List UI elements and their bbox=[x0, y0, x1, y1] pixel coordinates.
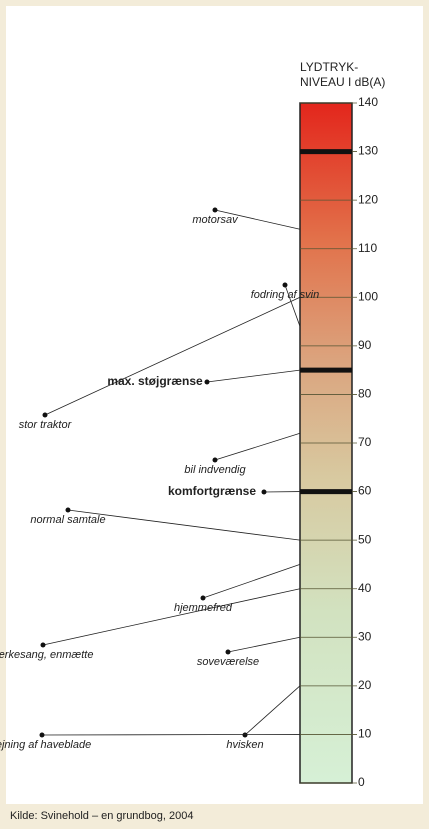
leader-dot bbox=[213, 458, 218, 463]
y-tick-label: 30 bbox=[358, 629, 372, 643]
leader-dot bbox=[283, 283, 288, 288]
leader-line bbox=[42, 734, 300, 735]
y-tick-label: 120 bbox=[358, 192, 378, 206]
y-tick-label: 10 bbox=[358, 727, 372, 741]
y-tick-label: 20 bbox=[358, 678, 372, 692]
source: Kilde: Svinehold – en grundbog, 2004 bbox=[10, 810, 193, 822]
y-tick-label: 50 bbox=[358, 532, 372, 546]
annotation-label: fejning af haveblade bbox=[0, 739, 91, 751]
annotation-label: bil indvendig bbox=[184, 464, 246, 476]
y-tick-label: 40 bbox=[358, 581, 372, 595]
y-tick-label: 100 bbox=[358, 289, 378, 303]
y-tick-label: 130 bbox=[358, 144, 378, 158]
y-tick-label: 90 bbox=[358, 338, 372, 352]
annotation-label: max. støjgrænse bbox=[107, 374, 203, 388]
annotation-label: stor traktor bbox=[19, 419, 73, 431]
page: LYDTRYK- NIVEAU I dB(A) Kilde: Svinehold… bbox=[0, 0, 429, 824]
annotation-label: hjemmefred bbox=[174, 602, 233, 614]
y-tick-label: 60 bbox=[358, 484, 372, 498]
annotation-label: komfortgrænse bbox=[168, 484, 256, 498]
title-line: LYDTRYK- bbox=[300, 60, 358, 74]
annotation-label: lærkesang, enmætte bbox=[0, 649, 93, 661]
leader-dot bbox=[226, 650, 231, 655]
leader-dot bbox=[40, 733, 45, 738]
leader-dot bbox=[43, 413, 48, 418]
annotation-label: motorsav bbox=[192, 214, 239, 226]
leader-dot bbox=[262, 490, 267, 495]
leader-dot bbox=[201, 596, 206, 601]
leader-dot bbox=[66, 508, 71, 513]
title-line: NIVEAU I dB(A) bbox=[300, 75, 385, 89]
y-tick-label: 140 bbox=[358, 95, 378, 109]
chart: LYDTRYK- NIVEAU I dB(A) Kilde: Svinehold… bbox=[0, 0, 429, 824]
leader-dot bbox=[213, 208, 218, 213]
leader-dot bbox=[41, 643, 46, 648]
y-tick-label: 110 bbox=[358, 241, 377, 255]
annotation-label: hvisken bbox=[226, 739, 263, 751]
y-tick-label: 70 bbox=[358, 435, 372, 449]
annotation-label: normal samtale bbox=[30, 514, 105, 526]
leader-dot bbox=[205, 380, 210, 385]
leader-dot bbox=[243, 733, 248, 738]
annotation-label: fodring af svin bbox=[251, 289, 319, 301]
y-tick-label: 80 bbox=[358, 387, 372, 401]
y-tick-label: 0 bbox=[358, 775, 365, 789]
annotation-label: soveværelse bbox=[197, 656, 259, 668]
